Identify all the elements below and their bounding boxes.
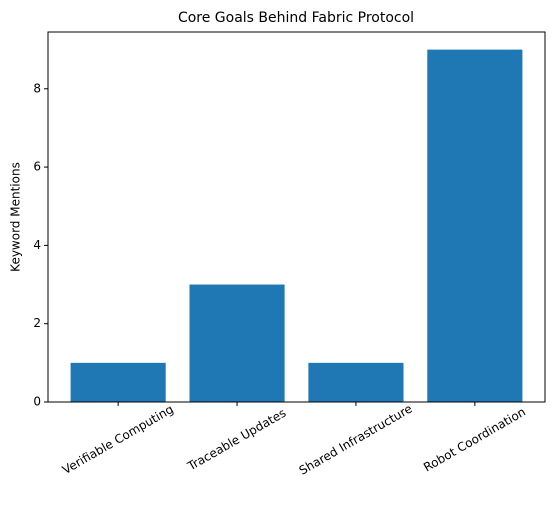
x-tick-label: Verifiable Computing bbox=[60, 402, 176, 477]
x-tick-label: Traceable Updates bbox=[184, 406, 288, 474]
y-axis-label: Keyword Mentions bbox=[9, 162, 23, 272]
y-tick-label: 4 bbox=[33, 238, 41, 252]
bar bbox=[427, 49, 523, 402]
chart-title: Core Goals Behind Fabric Protocol bbox=[178, 10, 414, 26]
bar bbox=[70, 362, 166, 402]
y-tick-label: 8 bbox=[33, 81, 41, 95]
bar bbox=[308, 362, 404, 402]
plot-frame bbox=[47, 31, 546, 403]
y-tick-label: 2 bbox=[33, 316, 41, 330]
x-tick-label: Robot Coordination bbox=[421, 405, 528, 475]
y-tick-label: 6 bbox=[33, 160, 41, 174]
x-tick-label: Shared Infrastructure bbox=[297, 401, 415, 477]
bar bbox=[189, 284, 285, 402]
y-tick-label: 0 bbox=[33, 395, 41, 409]
